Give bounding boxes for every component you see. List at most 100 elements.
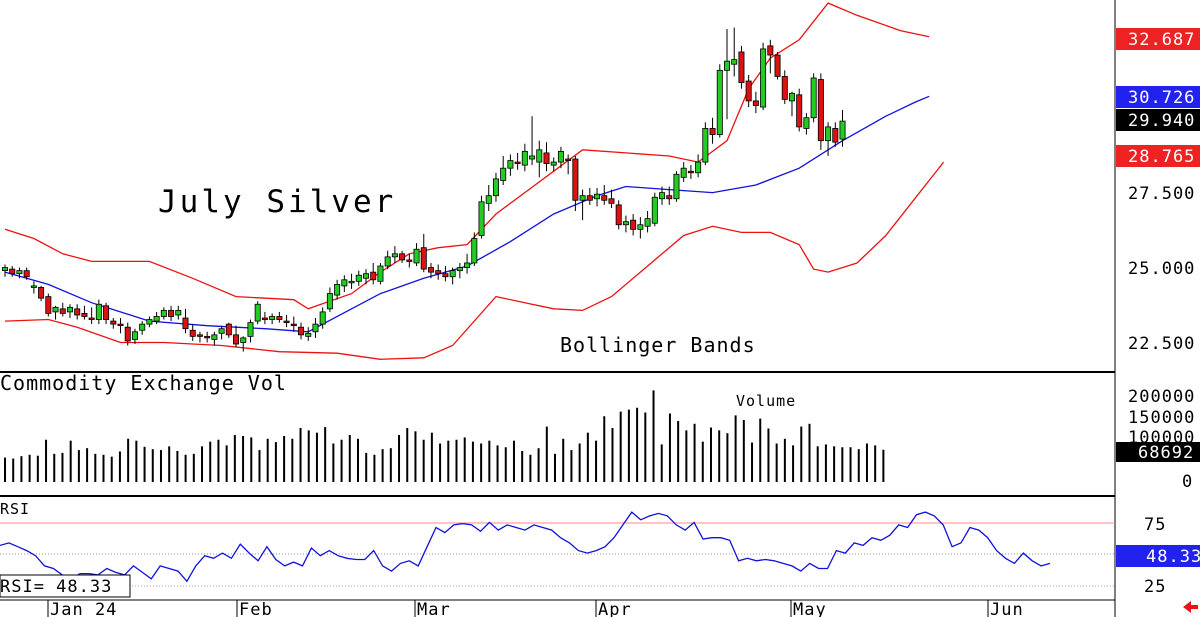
- candle: [276, 311, 283, 323]
- candle-body: [796, 94, 803, 128]
- candle-body: [709, 128, 716, 135]
- rsi-last-tag: [1116, 545, 1200, 567]
- candle: [702, 122, 709, 166]
- candle: [131, 328, 138, 345]
- candle: [774, 51, 781, 80]
- candle: [269, 313, 276, 325]
- candle: [449, 267, 456, 285]
- candle-body: [622, 221, 629, 226]
- candle: [175, 305, 182, 320]
- candle-body: [370, 271, 377, 281]
- candle: [247, 319, 254, 343]
- candle: [427, 262, 434, 279]
- rsi-readout: RSI= 48.33: [0, 577, 112, 597]
- candle: [716, 64, 723, 138]
- candle: [637, 217, 644, 239]
- candle-body: [521, 150, 528, 166]
- candle: [435, 264, 442, 280]
- candle: [117, 318, 124, 334]
- candle-body: [30, 285, 37, 288]
- candle: [485, 185, 492, 211]
- volume-tick-label: 0: [1182, 472, 1193, 492]
- candle: [391, 246, 398, 263]
- candle-body: [810, 77, 817, 119]
- candle: [615, 200, 622, 230]
- candle: [420, 233, 427, 273]
- candle: [377, 262, 384, 285]
- middle-band-tag: [1116, 86, 1200, 108]
- candle-body: [16, 270, 23, 275]
- candle: [543, 142, 550, 172]
- upper-band-value: 32.687: [1128, 30, 1195, 50]
- candle-body: [586, 195, 593, 201]
- candle-body: [146, 319, 153, 325]
- candle-body: [160, 309, 167, 317]
- candle-body: [565, 158, 572, 161]
- candle: [305, 327, 312, 341]
- candle-body: [471, 238, 478, 264]
- candle-body: [492, 178, 499, 197]
- candle: [695, 154, 702, 178]
- candle: [74, 304, 81, 320]
- candle: [334, 279, 341, 300]
- candle: [52, 305, 59, 320]
- candle-body: [283, 320, 290, 324]
- candle: [139, 321, 146, 335]
- candle-body: [427, 267, 434, 273]
- candle-body: [803, 117, 810, 129]
- candle-body: [45, 296, 52, 314]
- candle: [38, 285, 45, 302]
- candle: [225, 322, 232, 338]
- candle-body: [74, 308, 81, 316]
- candle: [30, 281, 37, 294]
- candle-body: [767, 45, 774, 56]
- candle: [630, 214, 637, 236]
- candle-body: [247, 322, 254, 337]
- candle-body: [66, 306, 73, 313]
- candle-body: [406, 259, 413, 262]
- candle-body: [442, 273, 449, 278]
- candle: [233, 325, 240, 348]
- candle: [651, 192, 658, 227]
- candle: [557, 146, 564, 169]
- candle-body: [117, 323, 124, 327]
- month-label: Feb: [239, 600, 273, 617]
- candle-body: [507, 160, 514, 169]
- candle: [825, 122, 832, 156]
- scroll-left-arrow-icon[interactable]: [1183, 601, 1198, 613]
- candle: [586, 188, 593, 205]
- candle: [312, 318, 319, 338]
- candle: [752, 91, 759, 114]
- price-tick-label: 25.000: [1128, 259, 1195, 279]
- price-tick-label: 22.500: [1128, 334, 1195, 354]
- candle: [803, 113, 810, 135]
- candle: [731, 27, 738, 77]
- candle: [644, 210, 651, 233]
- candle-body: [204, 335, 211, 339]
- candle-body: [601, 195, 608, 201]
- candle: [370, 262, 377, 285]
- candle: [529, 116, 536, 166]
- candle-body: [529, 155, 536, 160]
- candle-body: [131, 331, 138, 340]
- candle: [492, 172, 499, 202]
- candle-body: [59, 308, 66, 314]
- candle-body: [312, 323, 319, 333]
- upper-band-tag: [1116, 28, 1200, 50]
- candle-body: [110, 320, 117, 325]
- lower-band-line: [4, 161, 945, 360]
- candle-body: [738, 51, 745, 83]
- candle-body: [254, 303, 261, 322]
- volume-tick-label: 200000: [1128, 387, 1195, 407]
- candle: [319, 307, 326, 329]
- candle-body: [485, 195, 492, 204]
- candle: [341, 275, 348, 293]
- candle: [572, 155, 579, 211]
- candle: [673, 171, 680, 202]
- candle-body: [724, 60, 731, 71]
- candle-body: [362, 273, 369, 279]
- rsi-line: [0, 511, 1051, 583]
- candle: [817, 73, 824, 150]
- volume-last-tag: [1116, 442, 1200, 462]
